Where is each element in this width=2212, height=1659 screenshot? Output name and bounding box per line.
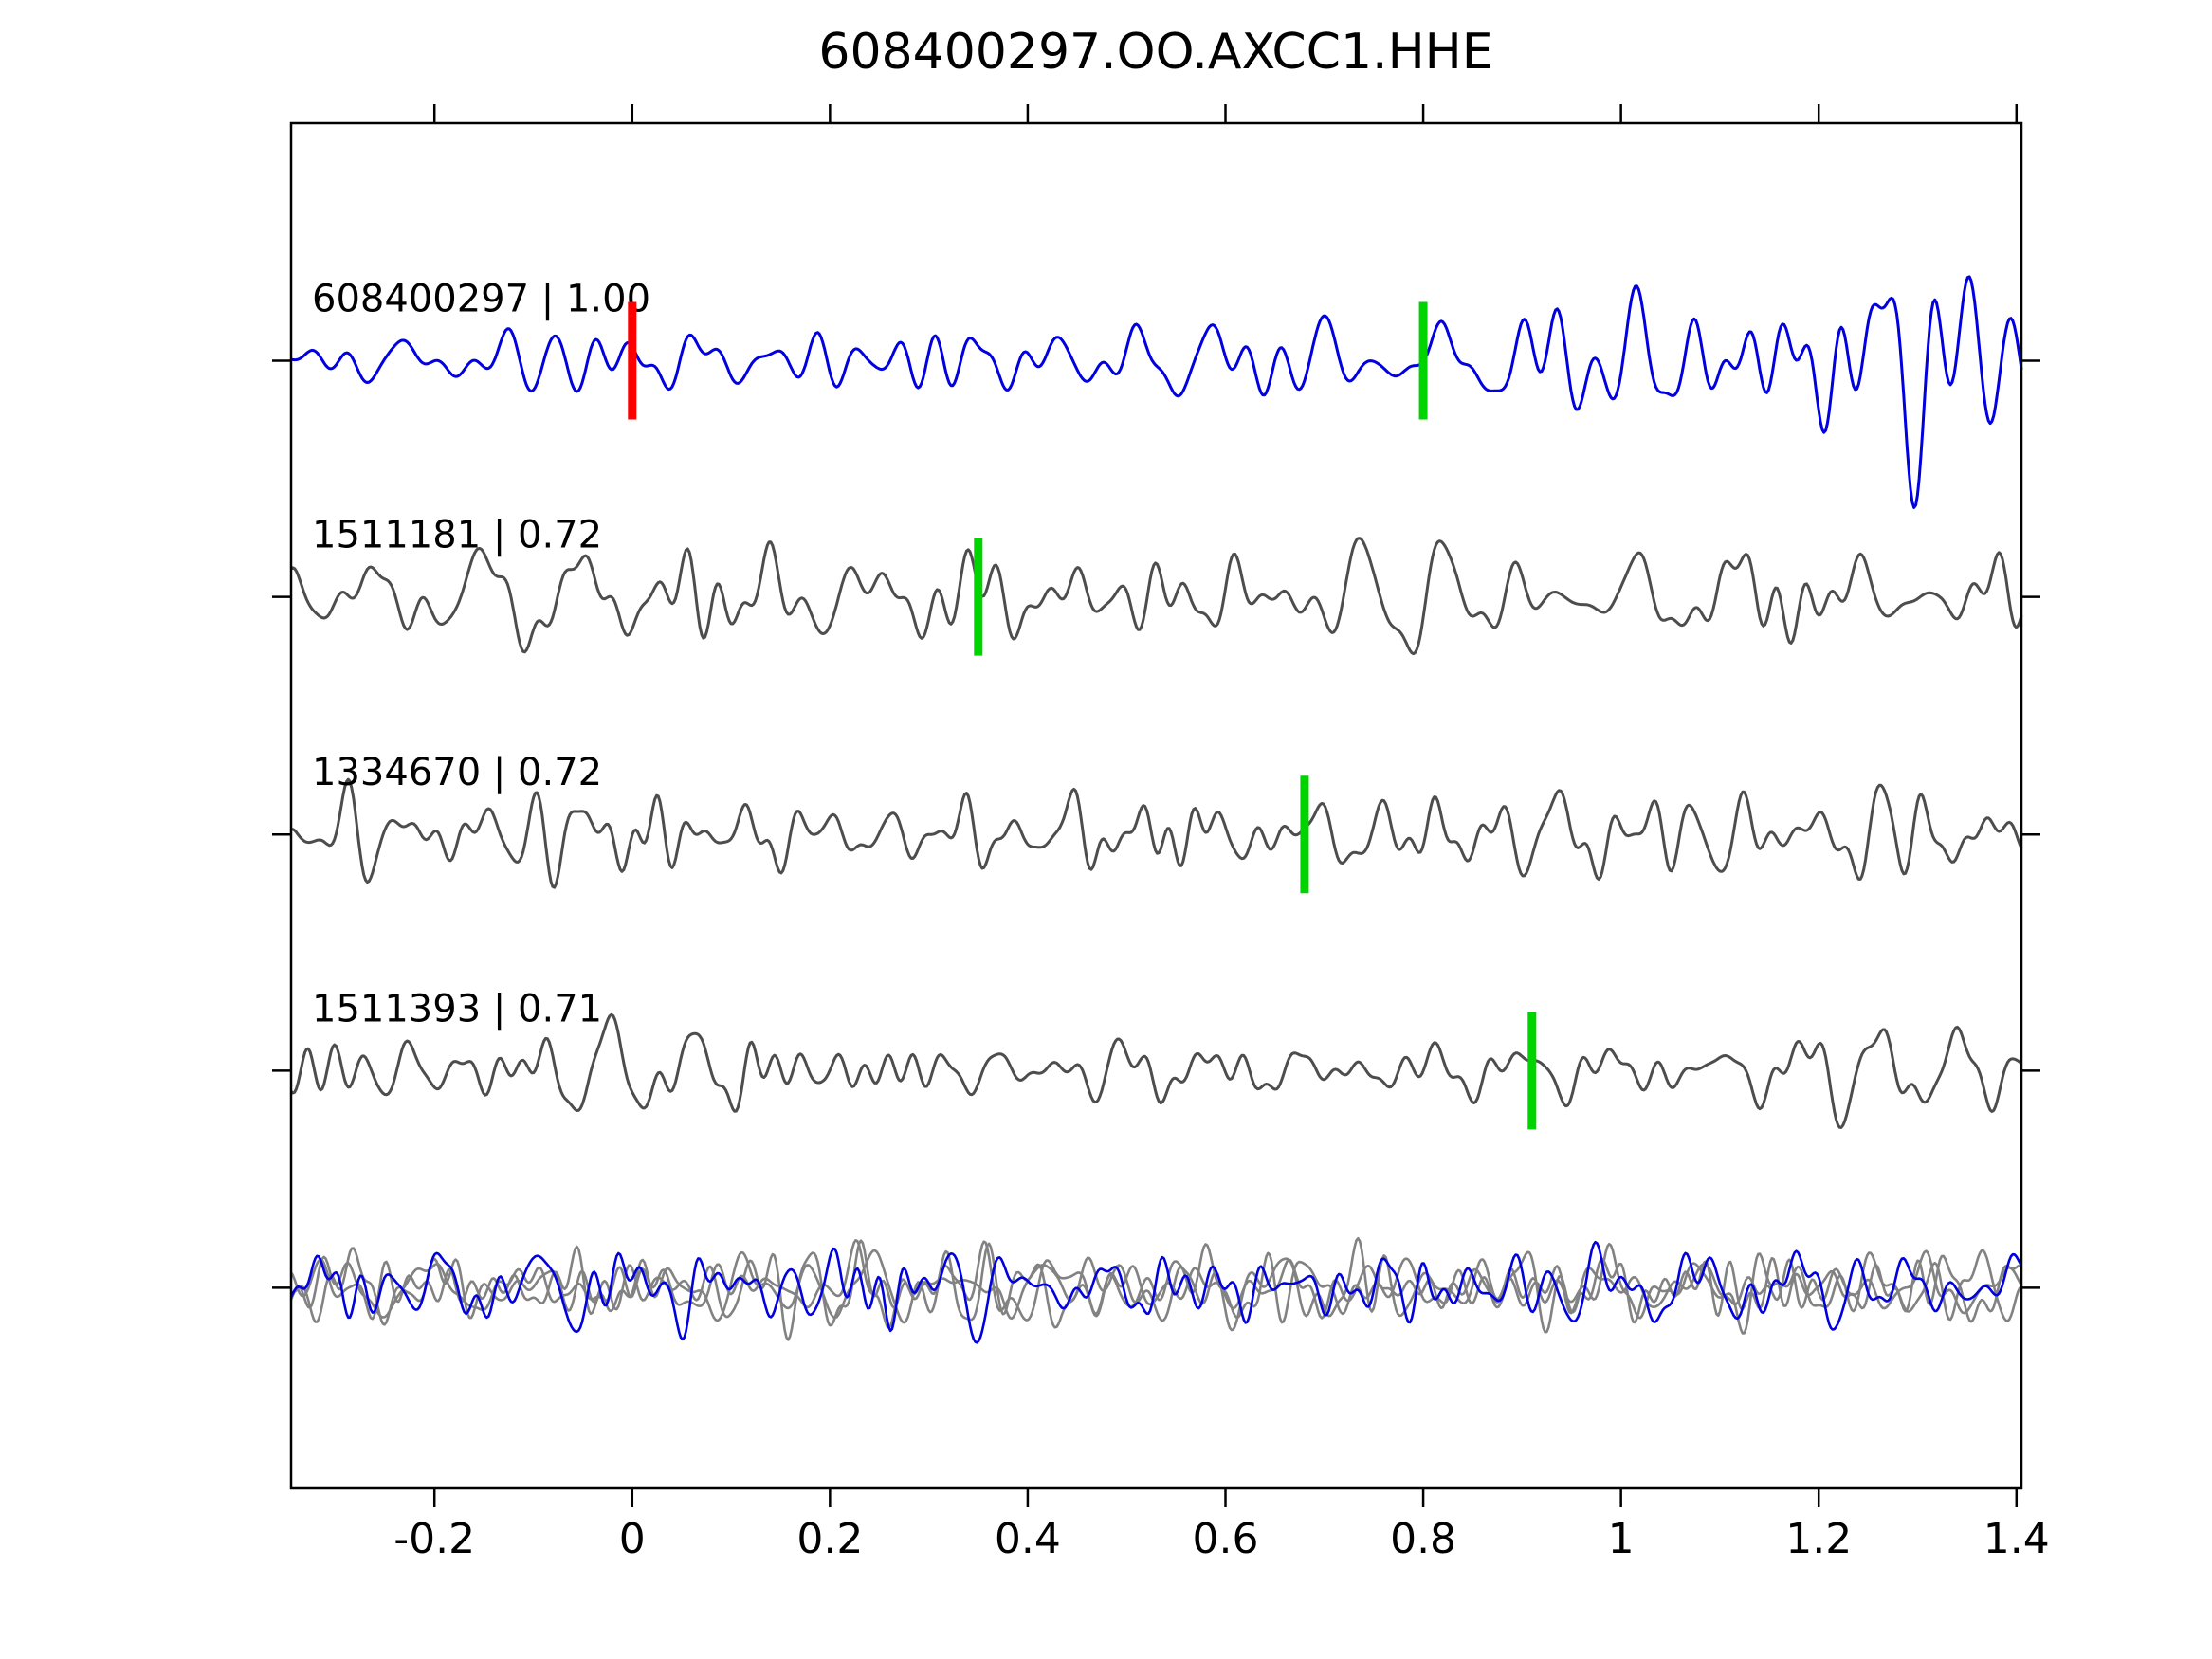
trace-label-1511393: 1511393 | 0.71 (312, 987, 602, 1030)
trace-1511393-path (289, 1012, 2023, 1129)
trace-label-608400297: 608400297 | 1.00 (312, 278, 650, 321)
trace-1511181-path (290, 537, 2023, 656)
plot-title: 608400297.OO.AXCC1.HHE (818, 24, 1492, 81)
x-tick-label: 0.8 (1390, 1515, 1456, 1563)
trace-layer: 608400297 | 1.00 1511181 | 0.72 1334670 | … (289, 275, 2023, 1344)
x-tick-label: 0.4 (995, 1515, 1061, 1563)
overlay-trace-0 (290, 1239, 2022, 1341)
x-tick-label: 1.4 (1983, 1515, 2050, 1563)
x-tick-label: 0.6 (1193, 1515, 1259, 1563)
x-tick-label: 1 (1608, 1515, 1635, 1563)
overlay-trace-3 (289, 1240, 2023, 1344)
x-tick-label: 1.2 (1785, 1515, 1852, 1563)
trace-608400297-path (290, 275, 2023, 509)
trace-label-1511181: 1511181 | 0.72 (312, 514, 602, 557)
x-tick-label: -0.2 (393, 1515, 475, 1563)
pick-marker-layer (628, 301, 1537, 1130)
overlay-trace-2 (289, 1237, 2022, 1332)
x-tick-label: 0.2 (796, 1515, 863, 1563)
x-tick-label: 0 (619, 1515, 646, 1563)
trace-1334670-path (290, 777, 2023, 889)
axis-layer: -0.2 0 0.2 0.4 0.6 0.8 1 1.2 1.4 (272, 104, 2050, 1563)
plot-frame (289, 121, 2023, 1490)
trace-label-1334670: 1334670 | 0.72 (312, 751, 602, 794)
